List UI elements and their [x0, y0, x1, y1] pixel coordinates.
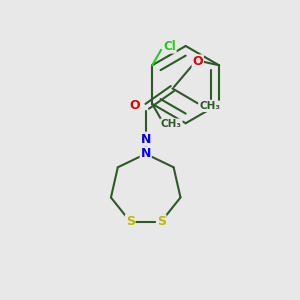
Text: Cl: Cl: [163, 40, 176, 53]
Text: N: N: [140, 147, 151, 161]
Text: O: O: [192, 55, 203, 68]
Text: N: N: [140, 133, 151, 146]
Text: S: S: [157, 215, 166, 228]
Text: CH₃: CH₃: [161, 119, 182, 129]
Text: S: S: [126, 215, 135, 228]
Text: O: O: [129, 99, 140, 112]
Text: CH₃: CH₃: [199, 101, 220, 111]
